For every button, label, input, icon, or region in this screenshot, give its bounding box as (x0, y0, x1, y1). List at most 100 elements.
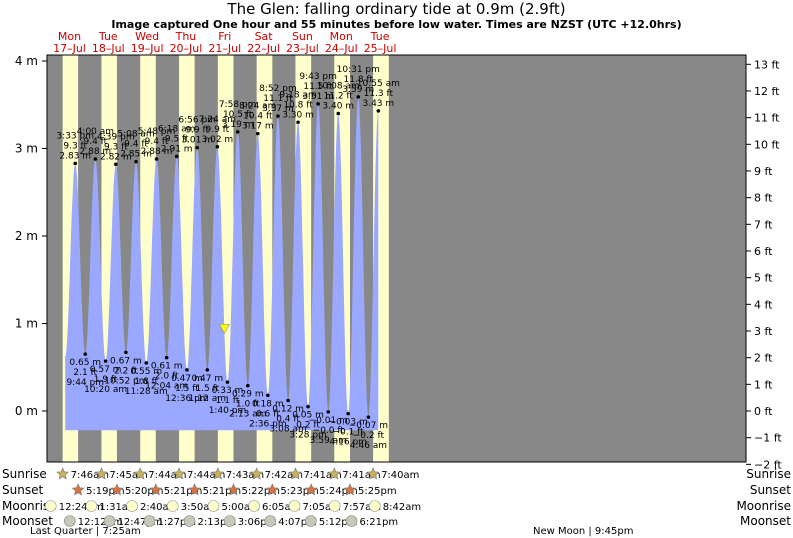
tide-dot (195, 145, 199, 150)
moonset-time-label: 2:13pm (198, 517, 237, 528)
moonset-icon (305, 515, 317, 527)
low-tide-point: 0.33 m1.1 ft1:40 pm (209, 380, 247, 416)
tide-time-label: 6:18 am (158, 124, 195, 134)
astro-row-label-right: Moonset (740, 514, 791, 528)
tide-time-label: 3:08 am (269, 425, 306, 435)
sunrise-icon (211, 467, 225, 480)
tide-time-label: 2:13 am (229, 410, 266, 420)
tide-ft-label: 9.9 ft (205, 125, 229, 135)
tide-m-label: 2.91 m (161, 144, 193, 154)
tide-dot (336, 111, 341, 116)
high-tide-point: 6:56 pm9.9 ft3.01 m (178, 116, 216, 150)
day-date-label: 24–Jul (325, 42, 358, 55)
tide-time-label: 3:59 am (310, 436, 347, 446)
tide-time-label: 8:24 am (239, 102, 276, 112)
moonset-time-label: 12:47pm (118, 517, 163, 528)
tide-ft-label: 11.1 ft (263, 94, 293, 104)
tide-m-label: 2.82 m (100, 152, 132, 162)
day-name-label: Wed (135, 30, 159, 43)
day-date-label: 25–Jul (364, 42, 397, 55)
tide-ft-label: 9.4 ft (84, 137, 108, 147)
tide-time-label: 1:12 am (189, 394, 226, 404)
sunset-time-label: 5:25pm (358, 486, 397, 497)
moonrise-icon (207, 500, 220, 512)
tide-time-label: 1:40 pm (209, 406, 247, 416)
moonrise-icon (248, 500, 260, 512)
sunrise-time-label: 7:42am (265, 470, 303, 481)
left-tick-label: 2 m (15, 229, 38, 243)
sunrise-icon (327, 467, 341, 480)
tide-time-label: 10:08 am (317, 82, 360, 92)
day-name-label: Sat (255, 30, 274, 43)
tide-m-label: 0.47 m (171, 374, 203, 384)
left-tick-label: 0 m (15, 404, 38, 418)
tide-dot (124, 350, 128, 355)
tide-area (65, 96, 379, 431)
day-date-label: 19–Jul (131, 42, 164, 55)
high-tide-point: 4:00 am9.4 ft2.88 m (77, 127, 114, 161)
sunrise-icon (94, 467, 108, 480)
day-date-label: 21–Jul (208, 42, 241, 55)
low-tide-point: 0.18 m0.6 ft2:36 pm (249, 393, 287, 429)
tide-dot (103, 359, 108, 363)
sunset-icon (227, 483, 240, 496)
tide-ft-label: 11.2 ft (324, 92, 354, 102)
tide-dot (376, 109, 381, 113)
tide-m-label: 3.01 m (181, 136, 213, 146)
right-tick-label: 6 ft (754, 245, 773, 258)
moonrise-time-label: 7:57am (343, 502, 381, 513)
right-tick-label: 3 ft (754, 325, 773, 338)
right-tick-label: 11 ft (754, 112, 780, 125)
tide-time-label: 10:55 am (357, 79, 400, 89)
tide-m-label: 0.61 m (151, 362, 183, 372)
moonrise-time-label: 1:31am (99, 502, 137, 513)
tide-ft-label: 1.0 ft (236, 400, 260, 410)
sunset-icon (304, 483, 318, 496)
tide-m-label: 3.19 m (222, 120, 254, 130)
tide-m-label: 3.40 m (322, 102, 354, 112)
tide-ft-label: 0.4 ft (276, 415, 300, 425)
high-tide-point: 7:24 am9.9 ft3.02 m (199, 115, 236, 149)
right-tick-label: 10 ft (754, 138, 780, 151)
sunset-time-label: 5:19pm (86, 486, 125, 497)
moonrise-time-label: 7:05am (302, 502, 340, 513)
tide-time-label: 3:33 pm (56, 131, 94, 141)
tide-ft-label: 10.5 ft (223, 110, 253, 120)
day-date-label: 18–Jul (92, 42, 125, 55)
tide-time-label: 12:04 am (145, 382, 188, 392)
sunset-icon (265, 483, 279, 496)
sunset-icon (343, 483, 357, 496)
tide-time-label: 10:20 am (84, 385, 127, 395)
tide-time-label: 4:00 am (77, 127, 114, 137)
day-name-label: Tue (98, 30, 118, 43)
tide-ft-label: 11.3 ft (364, 89, 394, 99)
low-tide-point: −0.01 m−0.0 ft3:59 am (309, 410, 348, 446)
high-tide-point: 3:33 pm9.3 ft2.83 m (56, 131, 94, 166)
tide-dot (93, 157, 98, 161)
tide-ft-label: 2.2 ft (114, 366, 138, 376)
tide-dot (164, 355, 169, 360)
left-tick-label: 3 m (15, 142, 38, 156)
moonrise-time-label: 8:42am (383, 502, 421, 513)
high-tide-point: 4:39 pm9.3 ft2.82 m (97, 132, 135, 167)
sunset-time-label: 5:20pm (125, 486, 164, 497)
sunrise-icon (250, 467, 264, 480)
tide-time-label: 12:36 pm (165, 394, 208, 404)
tide-dot (296, 120, 300, 125)
astro-row-label-left: Moonrise (2, 499, 57, 513)
moonrise-icon (288, 500, 301, 512)
tide-dot (134, 159, 138, 164)
tide-dot (255, 131, 260, 136)
tide-time-label: 3:28 pm (289, 431, 327, 441)
moonset-icon (143, 515, 156, 527)
day-date-label: 22–Jul (247, 42, 280, 55)
tide-m-label: 3.30 m (282, 110, 314, 120)
